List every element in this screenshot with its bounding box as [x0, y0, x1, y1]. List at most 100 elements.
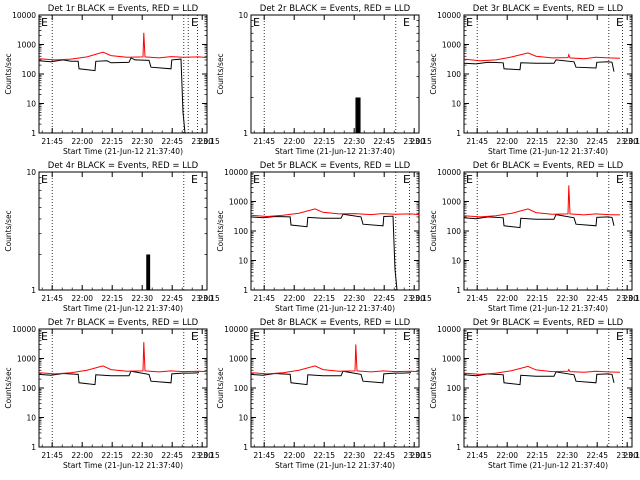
chart-title: Det 4r BLACK = Events, RED = LLD	[48, 161, 199, 171]
panel-det-6r: Det 6r BLACK = Events, RED = LLD 1 10 100 10…	[429, 161, 640, 313]
y-tick-label: 10	[26, 100, 36, 109]
x-tick-label: 22:15	[313, 451, 335, 460]
event-marker-label: E	[403, 173, 410, 186]
x-tick-label: 22:45	[373, 137, 395, 146]
x-tick-label: 22:15	[526, 294, 548, 303]
x-tick-label: 23:15	[410, 294, 432, 303]
x-tick-label: 22:15	[526, 137, 548, 146]
chart-title: Det 2r BLACK = Events, RED = LLD	[260, 4, 411, 14]
x-tick-label: 22:15	[313, 137, 335, 146]
y-axis-label: Counts/sec	[429, 367, 438, 408]
y-tick-label: 1000	[17, 41, 36, 50]
plot-frame	[38, 328, 208, 448]
x-axis-label: Start Time (21-Jun-12 21:37:40)	[275, 461, 395, 470]
event-marker-label: E	[403, 16, 410, 29]
lld-series-line	[250, 344, 420, 375]
x-tick-label: 21:45	[41, 294, 63, 303]
y-tick-label: 1	[456, 129, 461, 138]
y-tick-label: 1000	[442, 198, 461, 207]
chart-title: Det 3r BLACK = Events, RED = LLD	[473, 4, 624, 14]
panel-det-2r: Det 2r BLACK = Events, RED = LLD 1 10 Count…	[216, 4, 432, 156]
chart-title: Det 8r BLACK = Events, RED = LLD	[260, 318, 411, 328]
events-series-line	[38, 57, 186, 134]
x-axis-label: Start Time (21-Jun-12 21:37:40)	[488, 304, 608, 313]
plot-frame	[38, 171, 208, 291]
panel-det-4r: Det 4r BLACK = Events, RED = LLD 1 10 Count…	[4, 161, 220, 313]
y-axis-label: Counts/sec	[216, 367, 225, 408]
x-tick-label: 23:15	[623, 294, 640, 303]
event-marker-label: E	[41, 16, 48, 29]
y-tick-label: 1000	[17, 355, 36, 364]
panel-det-7r: Det 7r BLACK = Events, RED = LLD 1 10 100 10…	[4, 318, 220, 470]
x-tick-label: 23:15	[410, 451, 432, 460]
y-tick-label: 10	[26, 414, 36, 423]
lld-series-line	[38, 32, 208, 61]
x-tick-label: 22:45	[373, 294, 395, 303]
x-tick-label: 22:30	[131, 137, 153, 146]
event-marker-label: E	[616, 16, 623, 29]
x-tick-label: 22:15	[101, 294, 123, 303]
plot-frame	[463, 14, 633, 134]
y-tick-label: 100	[22, 384, 37, 393]
y-tick-label: 10000	[437, 11, 461, 20]
y-tick-label: 1000	[229, 355, 248, 364]
events-series-line	[250, 213, 398, 291]
x-tick-label: 22:45	[586, 451, 608, 460]
y-axis-label: Counts/sec	[4, 367, 13, 408]
x-tick-label: 21:45	[253, 451, 275, 460]
x-tick-label: 21:45	[466, 294, 488, 303]
x-tick-label: 23:15	[198, 137, 220, 146]
chart-title: Det 5r BLACK = Events, RED = LLD	[260, 161, 411, 171]
y-tick-label: 1000	[229, 198, 248, 207]
event-marker-label: E	[403, 330, 410, 343]
y-tick-label: 1000	[442, 355, 461, 364]
x-tick-label: 22:45	[161, 451, 183, 460]
y-tick-label: 1000	[442, 41, 461, 50]
event-marker-label: E	[466, 16, 473, 29]
y-axis-label: Counts/sec	[216, 210, 225, 251]
x-tick-label: 23:00	[191, 294, 213, 303]
y-tick-label: 10	[238, 11, 248, 20]
x-tick-label: 23:00	[616, 137, 638, 146]
event-marker-label: E	[466, 330, 473, 343]
y-tick-label: 10	[451, 414, 461, 423]
y-tick-label: 1	[243, 443, 248, 452]
x-tick-label: 22:00	[283, 294, 305, 303]
x-tick-label: 23:00	[403, 294, 425, 303]
y-axis-label: Counts/sec	[4, 53, 13, 94]
x-tick-label: 22:00	[496, 137, 518, 146]
x-tick-label: 22:45	[161, 294, 183, 303]
event-marker-label: E	[253, 173, 260, 186]
chart-title: Det 7r BLACK = Events, RED = LLD	[48, 318, 199, 328]
y-axis-label: Counts/sec	[216, 53, 225, 94]
x-tick-label: 21:45	[253, 137, 275, 146]
events-series-line	[463, 59, 615, 72]
x-tick-label: 23:15	[410, 137, 432, 146]
y-tick-label: 1	[31, 129, 36, 138]
event-marker-label: E	[616, 173, 623, 186]
x-tick-label: 23:15	[623, 451, 640, 460]
x-axis-label: Start Time (21-Jun-12 21:37:40)	[63, 304, 183, 313]
event-marker-label: E	[253, 16, 260, 29]
x-tick-label: 23:15	[623, 137, 640, 146]
y-tick-label: 10000	[12, 11, 36, 20]
event-marker-label: E	[616, 330, 623, 343]
x-tick-label: 22:30	[343, 294, 365, 303]
x-tick-label: 22:45	[161, 137, 183, 146]
y-tick-label: 10	[451, 257, 461, 266]
y-tick-label: 10000	[437, 168, 461, 177]
x-tick-label: 22:45	[373, 451, 395, 460]
x-tick-label: 22:45	[586, 137, 608, 146]
events-series-line	[463, 371, 615, 386]
x-tick-label: 23:00	[191, 451, 213, 460]
y-tick-label: 100	[234, 227, 249, 236]
event-marker-label: E	[191, 16, 198, 29]
event-marker-label: E	[253, 330, 260, 343]
panel-det-5r: Det 5r BLACK = Events, RED = LLD 1 10 100 10…	[216, 161, 432, 313]
x-axis-label: Start Time (21-Jun-12 21:37:40)	[488, 461, 608, 470]
y-axis-label: Counts/sec	[429, 210, 438, 251]
y-tick-label: 10	[238, 414, 248, 423]
event-marker-label: E	[41, 330, 48, 343]
lld-series-line	[463, 365, 621, 375]
y-tick-label: 10	[238, 257, 248, 266]
